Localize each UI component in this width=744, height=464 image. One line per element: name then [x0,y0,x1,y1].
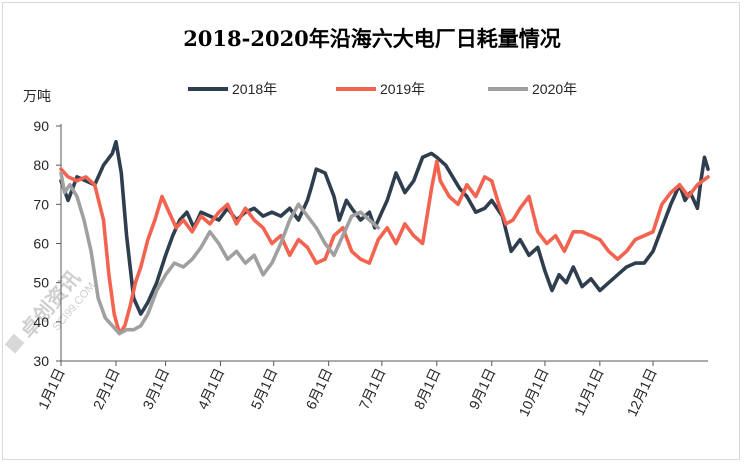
y-tick-label: 30 [33,353,49,369]
chart-title: 2018-2020年沿海六大电厂日耗量情况 [183,26,561,51]
chart-axes: 30 40 50 60 70 80 90 1月1日 2月1日 3月1日 4月1日 5月1日 6月1日 7月… [33,118,708,419]
x-tick-label: 4月1日 [194,366,227,412]
legend-label: 2020年 [532,81,577,97]
x-tick-label: 3月1日 [139,366,172,412]
chart-frame: 卓创资讯 SCI99.COM 2018-2020年沿海六大电厂日耗量情况 万吨 2… [2,2,740,460]
y-axis-unit: 万吨 [23,88,51,104]
x-tick-label: 1月1日 [35,366,68,412]
x-tick-label: 7月1日 [356,366,389,412]
x-tick-label: 5月1日 [248,366,281,412]
legend-label: 2018年 [232,81,277,97]
y-tick-label: 40 [33,314,49,330]
x-tick-label: 8月1日 [411,366,444,412]
x-tick-label: 12月1日 [624,366,660,419]
chart-series [59,139,710,336]
series-line [59,171,381,336]
y-tick-label: 90 [33,118,49,134]
legend-label: 2019年 [380,81,425,97]
y-tick-label: 80 [33,157,49,173]
y-tick-label: 60 [33,236,49,252]
x-tick-label: 2月1日 [90,366,123,412]
x-tick-label: 6月1日 [302,366,335,412]
x-tick-label: 10月1日 [515,366,551,419]
x-tick-label: 11月1日 [571,366,607,418]
y-tick-label: 70 [33,196,49,212]
series-line [59,159,710,336]
series-line [59,139,710,316]
chart-legend: 2018年 2019年 2020年 [188,81,577,97]
x-tick-label: 9月1日 [466,366,499,412]
y-tick-label: 50 [33,275,49,291]
watermark-icon [4,333,25,354]
